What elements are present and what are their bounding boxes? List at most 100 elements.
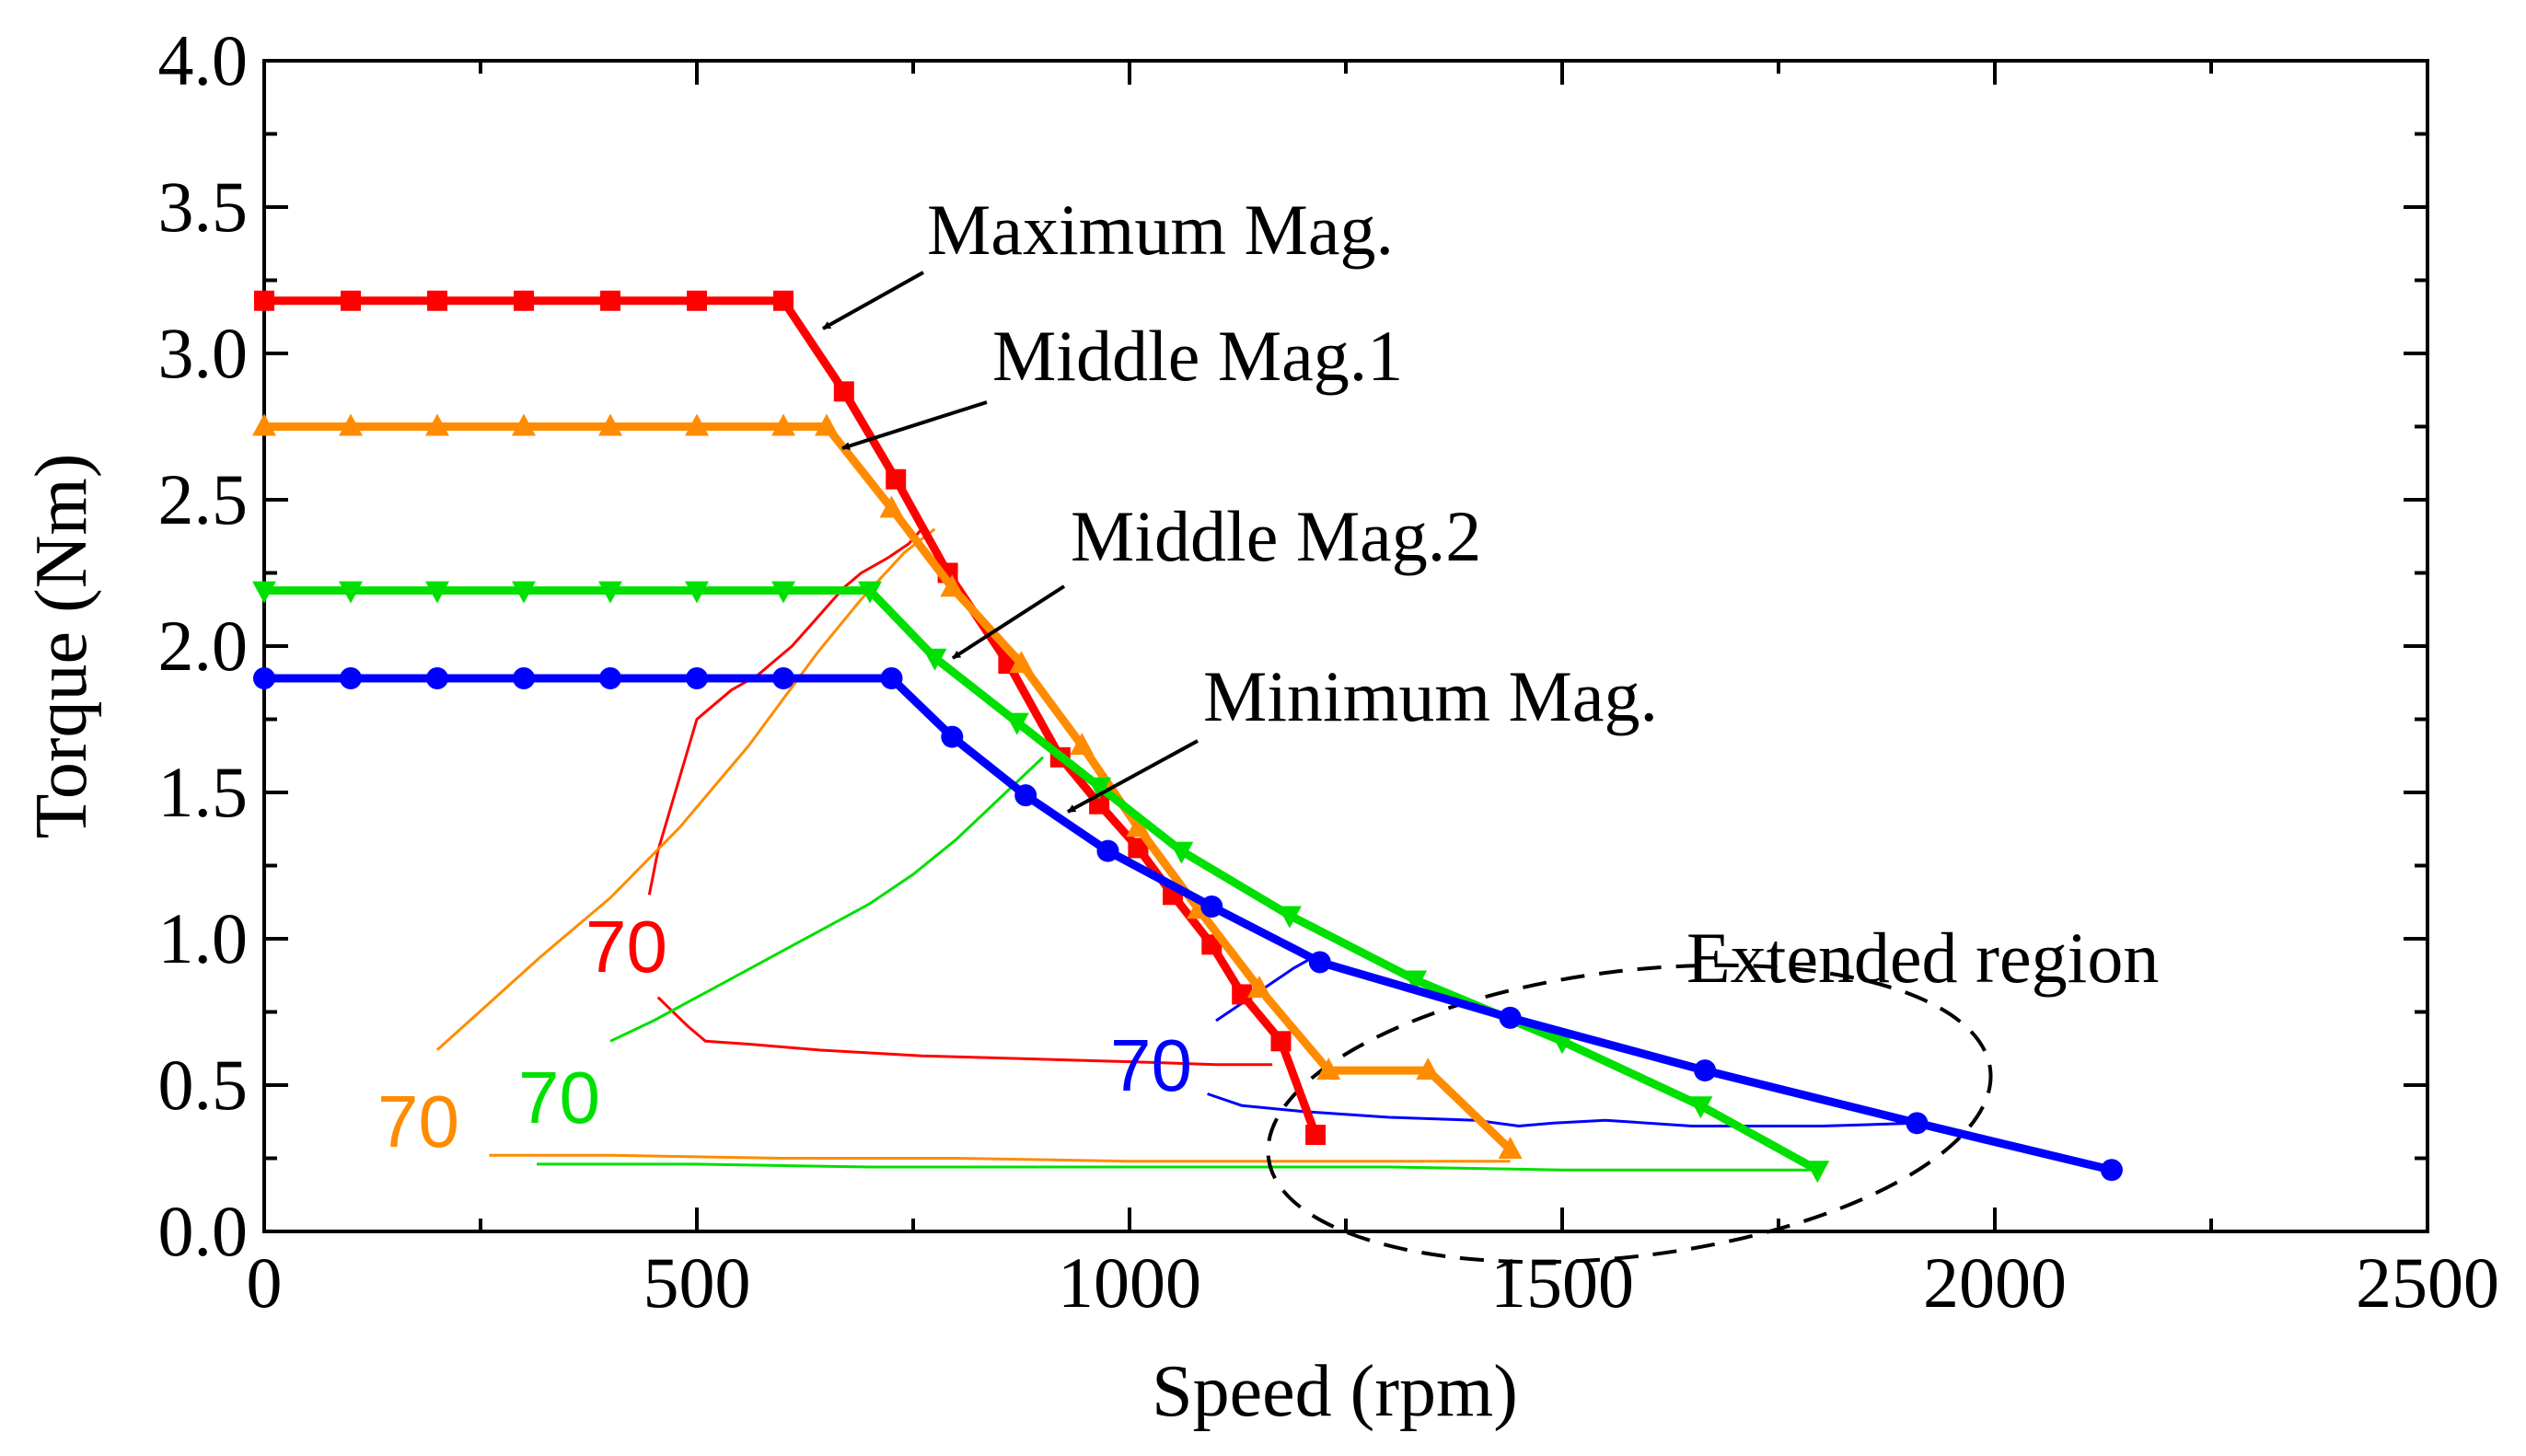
data-point (252, 581, 276, 604)
series-layer (252, 290, 2123, 1184)
data-point (598, 413, 622, 436)
extended-region-ellipse (1266, 963, 1993, 1265)
contour-label-blue: 70 (1110, 1024, 1192, 1106)
contour-label-orange: 70 (377, 1080, 459, 1162)
data-point (1126, 815, 1151, 838)
data-point (252, 413, 276, 436)
efficiency-contour-line (609, 756, 1045, 1043)
data-point (1305, 1125, 1327, 1146)
data-point (600, 290, 620, 311)
y-tick-label: 4.0 (158, 20, 249, 100)
y-tick-label: 3.5 (158, 167, 249, 247)
efficiency-contours (435, 527, 1918, 1172)
data-point (940, 574, 965, 597)
contour-label-red: 70 (585, 906, 667, 988)
data-point (1906, 1112, 1929, 1135)
data-point (815, 413, 839, 436)
data-point (772, 666, 794, 689)
y-tick-label: 3.0 (158, 313, 249, 393)
data-point (1169, 841, 1194, 864)
data-point (879, 495, 904, 518)
efficiency-contour-line (537, 1162, 1818, 1172)
data-point (685, 413, 709, 436)
data-point (1270, 1031, 1292, 1052)
data-point (686, 666, 708, 689)
series-maximum-mag (254, 290, 1327, 1146)
data-point (687, 290, 707, 311)
annotation-minimum-mag: Minimum Mag. (1203, 656, 1658, 736)
efficiency-contour-line (1215, 952, 1321, 1023)
data-point (1004, 712, 1029, 735)
efficiency-contour-line (489, 1153, 1511, 1163)
y-tick-label: 2.5 (158, 459, 249, 539)
axis-ticks (262, 59, 2429, 1233)
data-point (1316, 1057, 1341, 1080)
data-point (1096, 839, 1119, 862)
x-tick-label: 2500 (2356, 1242, 2499, 1323)
data-point (254, 290, 274, 311)
x-axis-title: Speed (rpm) (1152, 1351, 1518, 1432)
annotation-middle-mag-1: Middle Mag.1 (992, 316, 1403, 396)
data-point (426, 666, 448, 689)
data-point (1009, 651, 1034, 674)
annotation-maximum-mag: Maximum Mag. (927, 190, 1394, 270)
series-line (260, 422, 1515, 1154)
data-point (833, 381, 854, 402)
data-point (886, 468, 907, 490)
contour-label-green: 70 (518, 1057, 600, 1138)
data-point (340, 666, 362, 689)
data-point (427, 290, 447, 311)
data-point (941, 725, 964, 748)
data-point (858, 581, 882, 604)
data-point (425, 581, 449, 604)
data-point (514, 290, 534, 311)
annotation-arrow-middle-1 (841, 400, 988, 450)
data-point (1688, 1096, 1713, 1119)
efficiency-contour-line (647, 527, 923, 896)
y-tick-label: 0.0 (158, 1191, 249, 1271)
y-tick-label: 1.0 (158, 898, 249, 978)
efficiency-contour-line (435, 527, 936, 1051)
y-tick-label: 2.0 (158, 606, 249, 686)
data-point (771, 581, 795, 604)
data-point (341, 290, 361, 311)
efficiency-contour-line (656, 996, 1273, 1067)
data-point (253, 666, 275, 689)
data-point (1498, 1136, 1523, 1159)
data-point (513, 666, 535, 689)
annotation-arrow-maximum (822, 271, 924, 330)
data-point (1277, 906, 1302, 929)
data-point (1416, 1057, 1441, 1080)
data-point (685, 581, 709, 604)
y-axis-title: Torque (Nm) (21, 454, 102, 839)
data-point (1232, 984, 1253, 1005)
series-middle-mag-1 (252, 413, 1523, 1159)
data-point (1499, 1006, 1522, 1029)
data-point (1087, 777, 1112, 800)
data-point (512, 413, 536, 436)
annotation-middle-mag-2: Middle Mag.2 (1071, 496, 1481, 576)
annotation-arrow-middle-2 (951, 584, 1066, 660)
series-minimum-mag (253, 666, 2123, 1182)
data-point (880, 666, 903, 689)
data-point (922, 648, 947, 671)
y-tick-label: 0.5 (158, 1045, 249, 1125)
data-point (1014, 784, 1037, 807)
x-tick-label: 0 (247, 1242, 283, 1323)
x-tick-label: 2000 (1923, 1242, 2067, 1323)
annotation-extended-region: Extended region (1686, 918, 2159, 998)
x-tick-label: 500 (643, 1242, 751, 1323)
data-point (1070, 733, 1095, 756)
data-point (1128, 838, 1149, 859)
data-point (598, 581, 622, 604)
data-point (339, 413, 363, 436)
y-tick-label: 1.5 (158, 752, 249, 832)
data-point (2100, 1159, 2123, 1182)
data-point (599, 666, 621, 689)
data-point (339, 581, 363, 604)
data-point (1805, 1161, 1830, 1184)
data-point (512, 581, 536, 604)
x-tick-label: 1500 (1490, 1242, 1634, 1323)
data-point (773, 290, 794, 311)
